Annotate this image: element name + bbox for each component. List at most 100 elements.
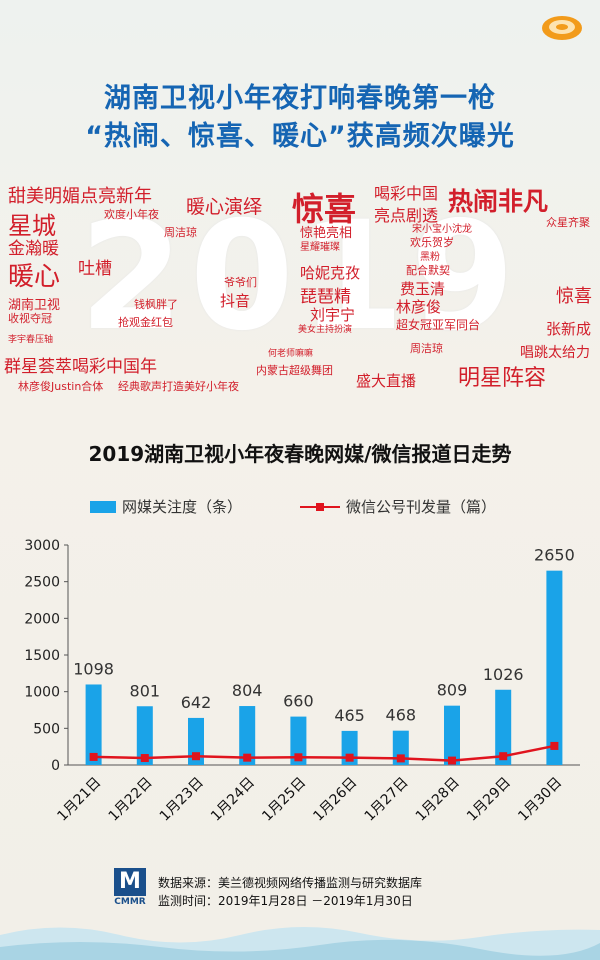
y-tick-label: 1500 [24,648,60,664]
line-point [345,753,354,762]
headline-line-1: 湖南卫视小年夜打响春晚第一枪 [104,83,496,114]
bar-data-label: 1026 [483,665,524,684]
cloud-word: 星城 [8,212,56,240]
cloud-word: 亮点剧透 [374,206,439,225]
cloud-word: 喝彩中国 [374,184,439,203]
line-point [294,753,303,762]
cloud-word: 爷爷们 [224,276,257,289]
cloud-word: 配合默契 [406,264,450,277]
line-point [396,754,405,763]
line-point [192,752,200,761]
y-tick-label: 0 [51,758,60,774]
cloud-word: 经典歌声打造美好小年夜 [118,380,239,393]
bar-data-label: 660 [283,692,314,711]
cloud-word: 张新成 [546,320,592,338]
bar-data-label: 1098 [73,659,114,678]
y-tick-label: 2500 [24,575,60,591]
bar [85,684,102,765]
line-series [93,744,555,762]
y-tick-label: 500 [33,721,60,737]
chart-title: 2019湖南卫视小年夜春晚网媒/微信报道日走势 [88,442,512,466]
cloud-word: 热闹非凡 [448,187,549,216]
cloud-word: 唱跳太给力 [520,345,590,361]
x-tick-label: 1月22日 [106,775,156,825]
cloud-word: 黑粉 [420,252,440,263]
cloud-word: 明星阵容 [458,366,547,391]
bar [495,689,512,765]
source-block: M CMMR 数据来源：美兰德视频网络传播监测与研究数据库 监测时间：2019年… [110,868,422,912]
line-point [89,752,98,761]
cloud-word: 内蒙古超级舞团 [256,364,333,377]
legend-line-swatch [300,501,340,513]
cloud-word: 欢度小年夜 [104,208,159,221]
cloud-word: 抢观金红包 [118,316,173,329]
cloud-word: 林彦俊 [396,298,442,316]
x-tick-label: 1月27日 [362,775,412,825]
cloud-word: 费玉清 [400,280,446,298]
cloud-word: 宋小宝小沈龙 [412,224,472,235]
bar [136,706,153,765]
x-tick-label: 1月23日 [157,775,207,825]
cloud-word: 琵琶精 [300,287,351,307]
cloud-word: 暖心 [8,262,61,292]
bar-data-label: 642 [181,693,212,712]
cloud-word: 周洁琼 [410,342,443,355]
cloud-word: 收视夺冠 [8,312,52,325]
cloud-word: 群星荟萃喝彩中国年 [4,357,157,377]
cmmr-logo-icon: M CMMR [110,868,150,908]
bar-data-label: 809 [437,681,468,700]
source-line: 数据来源：美兰德视频网络传播监测与研究数据库 [158,876,423,890]
mango-tv-logo-icon [542,16,582,40]
x-tick-label: 1月29日 [464,775,514,825]
y-tick-label: 1000 [24,685,60,701]
cloud-word: 刘宇宁 [310,306,356,324]
x-tick-label: 1月30日 [515,775,565,825]
cloud-word: 惊喜 [556,286,592,307]
decorative-wave [0,926,600,960]
bar-data-label: 804 [232,681,263,700]
legend-line-series: 微信公号刊发量（篇） [300,496,496,517]
bar [290,716,307,765]
cloud-word: 惊喜 [292,190,357,228]
cloud-word: 超女冠亚军同台 [396,318,481,332]
monitor-time-line: 监测时间：2019年1月28日 －2019年1月30日 [158,894,413,908]
cloud-word: 惊艳亮相 [300,226,353,241]
bar-data-label: 468 [386,706,417,725]
line-point [550,741,559,750]
cloud-word: 周洁琼 [164,226,197,239]
cloud-word: 吐槽 [78,259,112,279]
cloud-word: 抖音 [220,292,251,310]
legend-bar-swatch [90,500,116,513]
cloud-word: 美女主持扮演 [298,325,353,335]
legend-bar-series: 网媒关注度（条） [90,496,242,517]
bar-data-label: 465 [334,706,365,725]
cloud-word: 林彦俊Justin合体 [18,380,104,393]
cloud-word: 众星齐聚 [546,216,590,229]
x-tick-label: 1月28日 [413,775,463,825]
cloud-word: 哈妮克孜 [300,264,361,282]
cloud-word: 甜美明媚点亮新年 [8,186,152,207]
bar-line-chart: 0 500 1000 1500 2000 2500 3000 1098 801 642 804 660… [24,538,580,825]
cloud-word: 星耀璀璨 [300,242,340,253]
y-tick-label: 3000 [24,538,60,554]
legend-bar-label: 网媒关注度（条） [122,498,243,516]
x-tick-label: 1月26日 [310,775,360,825]
cloud-word: 李宇春压轴 [8,335,54,345]
bar [444,705,460,765]
bar [546,570,563,765]
line-point [448,756,456,765]
cloud-word: 欢乐贺岁 [410,236,454,249]
cloud-word: 湖南卫视 [8,298,61,313]
cmmr-logo-mark: M [114,868,146,896]
legend-line-label: 微信公号刊发量（篇） [346,498,497,516]
cloud-word: 何老师嘛嘛 [268,349,314,359]
cloud-word: 盛大直播 [356,372,417,390]
cloud-word: 暖心演绎 [186,196,263,218]
headline-line-2: “热闹、惊喜、暖心”获高频次曝光 [85,121,515,152]
x-tick-label: 1月25日 [259,775,309,825]
word-cloud: 甜美明媚点亮新年 欢度小年夜 暖心演绎 惊喜 喝彩中国 亮点剧透 热闹非凡 众星… [0,170,600,410]
word-cloud-year: 2019 [79,190,521,364]
line-point [243,753,252,762]
line-point [140,754,149,763]
